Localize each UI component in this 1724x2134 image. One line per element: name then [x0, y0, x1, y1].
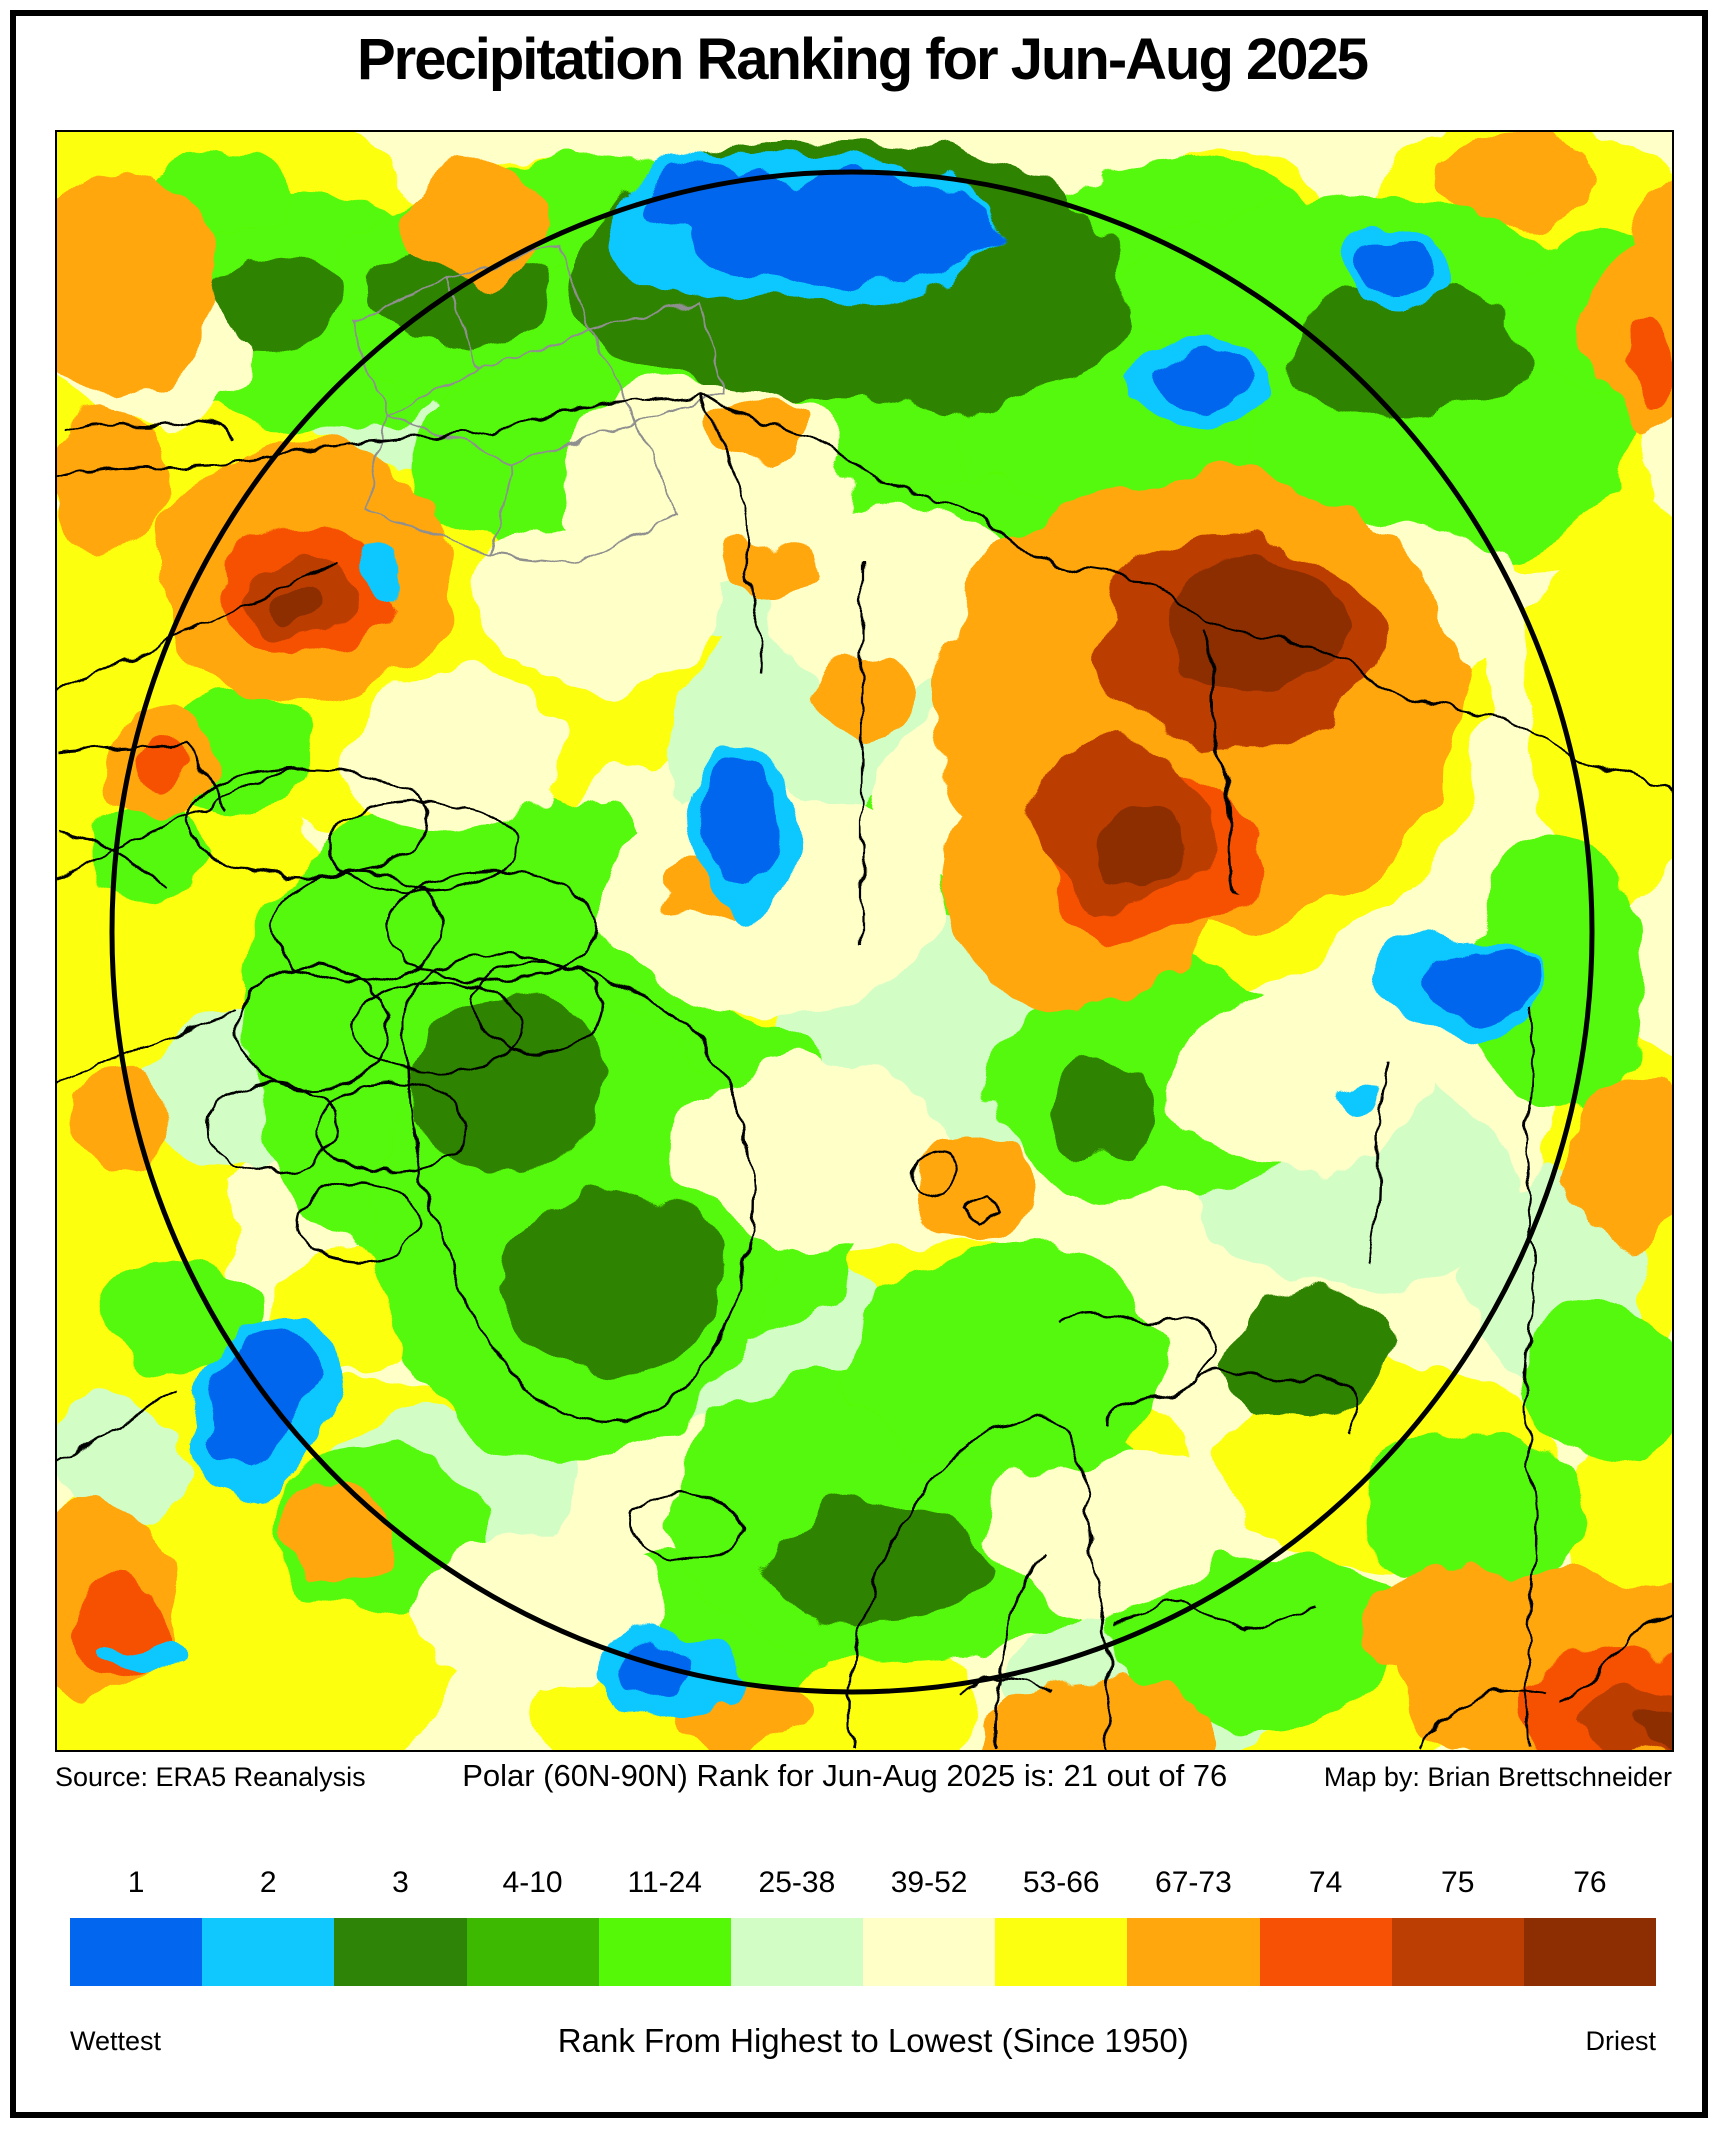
polar-map-svg [57, 132, 1672, 1750]
legend-rank-label: 3 [392, 1866, 409, 1899]
legend-rank-label: 53-66 [1022, 1866, 1100, 1899]
legend-swatch [995, 1918, 1128, 1986]
legend-rank-label: 67-73 [1155, 1866, 1232, 1899]
polar-precipitation-map [55, 130, 1674, 1752]
legend-rank-label: 1 [127, 1866, 145, 1899]
legend-rank-label: 74 [1308, 1866, 1343, 1899]
legend-footer: Wettest Rank From Highest to Lowest (Sin… [70, 2022, 1656, 2060]
legend-rank-label: 25-38 [758, 1866, 836, 1899]
legend-rank-label: 75 [1441, 1866, 1475, 1899]
legend-swatch [1523, 1918, 1656, 1986]
latitude-circle [109, 169, 1595, 1695]
legend-swatch [1127, 1918, 1260, 1986]
credit-caption: Map by: Brian Brettschneider [1323, 1762, 1672, 1792]
legend-swatch [598, 1918, 731, 1986]
legend-rank-label: 39-52 [890, 1866, 968, 1899]
coastlines [57, 392, 1672, 1750]
legend-rank-label: 4-10 [502, 1866, 563, 1899]
legend-rank-label: 76 [1573, 1866, 1607, 1899]
legend-labels: 1 2 3 4-10 11-24 25-38 39-52 53-66 67-73 74 75 76 [70, 1866, 1656, 1900]
blue-layer [207, 164, 1537, 1694]
legend-swatch [730, 1918, 863, 1986]
sector-boundaries [57, 561, 864, 1463]
caption-row: Source: ERA5 Reanalysis Polar (60N-90N) … [55, 1758, 1672, 1794]
legend-rank-label: 11-24 [627, 1866, 702, 1899]
dark-brown-layer [272, 552, 1672, 1750]
rank-color-field [57, 132, 1672, 1750]
legend-rank-label: 2 [259, 1866, 277, 1899]
driest-label: Driest [1585, 2025, 1656, 2056]
legend-swatch [202, 1918, 335, 1986]
legend-axis-title: Rank From Highest to Lowest (Since 1950) [557, 2022, 1189, 2059]
legend-swatch [334, 1918, 467, 1986]
page-title: Precipitation Ranking for Jun-Aug 2025 [356, 27, 1369, 92]
legend-swatch [1259, 1918, 1392, 1986]
source-caption: Source: ERA5 Reanalysis [55, 1762, 366, 1792]
map-lines [57, 242, 1672, 1750]
legend-swatch [863, 1918, 996, 1986]
wettest-label: Wettest [70, 2025, 162, 2056]
legend-swatch [466, 1918, 599, 1986]
legend-swatch [70, 1918, 203, 1986]
legend-swatch [1391, 1918, 1524, 1986]
legend-bar [70, 1918, 1656, 1986]
rank-caption: Polar (60N-90N) Rank for Jun-Aug 2025 is… [462, 1758, 1228, 1793]
province-borders [350, 242, 727, 566]
